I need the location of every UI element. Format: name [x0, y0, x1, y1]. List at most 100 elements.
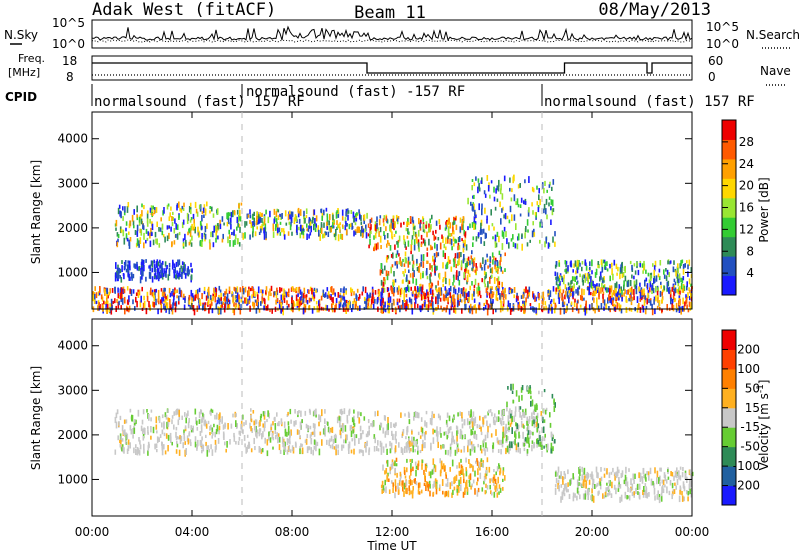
scatter-cell [400, 412, 402, 418]
scatter-cell [235, 299, 237, 303]
scatter-cell [420, 241, 423, 245]
scatter-cell [629, 298, 632, 302]
scatter-cell [547, 443, 549, 451]
scatter-cell [149, 272, 152, 280]
scatter-cell [234, 287, 236, 292]
scatter-cell [337, 234, 340, 242]
beam-title: Beam 11 [354, 3, 426, 23]
scatter-cell [391, 231, 393, 239]
scatter-cell [493, 482, 495, 486]
scatter-cell [436, 426, 438, 432]
x-tick-label: 04:00 [175, 525, 210, 539]
scatter-cell [501, 208, 503, 213]
scatter-cell [350, 430, 353, 438]
scatter-cell [653, 265, 656, 272]
scatter-cell [408, 444, 410, 451]
scatter-cell [189, 230, 192, 237]
scatter-cell [440, 287, 442, 295]
scatter-cell [679, 475, 682, 481]
scatter-cell [385, 443, 387, 448]
scatter-cell [602, 277, 604, 281]
scatter-cell [502, 486, 504, 491]
scatter-cell [172, 261, 174, 266]
scatter-cell [467, 261, 469, 266]
scatter-cell [209, 425, 211, 431]
scatter-cell [119, 415, 122, 421]
scatter-cell [472, 418, 475, 425]
scatter-cell [529, 430, 531, 435]
scatter-cell [366, 305, 368, 309]
noise-panel: N.Sky 10^5 10^0 10^5 10^0 N.Search [4, 16, 800, 51]
scatter-cell [616, 293, 619, 298]
y-tick-label: 2000 [57, 221, 88, 235]
scatter-cell [313, 439, 316, 445]
scatter-cell [169, 212, 171, 218]
scatter-cell [630, 478, 632, 486]
scatter-cell [245, 221, 248, 226]
scatter-cell [645, 491, 647, 498]
scatter-cell [644, 489, 646, 495]
scatter-cell [171, 291, 173, 297]
scatter-cell [517, 184, 520, 189]
scatter-cell [559, 288, 562, 294]
scatter-cell [558, 297, 560, 304]
scatter-cell [631, 274, 633, 279]
scatter-cell [151, 212, 154, 217]
scatter-cell [345, 228, 348, 235]
scatter-cell [140, 228, 143, 236]
scatter-cell [437, 441, 439, 448]
scatter-cell [185, 448, 187, 455]
scatter-cell [171, 415, 174, 419]
scatter-cell [481, 208, 483, 216]
scatter-cell [127, 260, 129, 264]
scatter-cell [460, 260, 463, 268]
scatter-cell [498, 439, 501, 446]
scatter-cell [149, 232, 151, 239]
scatter-cell [236, 286, 239, 293]
scatter-cell [306, 446, 309, 454]
scatter-cell [391, 462, 394, 469]
scatter-cell [368, 425, 370, 430]
scatter-cell [599, 481, 602, 486]
scatter-cell [143, 300, 146, 308]
scatter-cell [209, 210, 211, 214]
scatter-cell [624, 275, 627, 282]
scatter-cell [337, 444, 339, 449]
scatter-cell [351, 308, 353, 313]
scatter-cell [304, 294, 306, 299]
scatter-cell [660, 492, 663, 497]
scatter-cell [370, 224, 372, 230]
scatter-cell [299, 209, 302, 216]
scatter-cell [459, 471, 461, 476]
scatter-cell [669, 480, 672, 486]
scatter-cell [454, 217, 457, 221]
scatter-cell [362, 228, 365, 234]
scatter-cell [221, 238, 224, 243]
scatter-cell [644, 308, 647, 315]
scatter-cell [386, 448, 388, 455]
scatter-cell [279, 213, 281, 217]
scatter-cell [416, 267, 419, 272]
scatter-cell [410, 463, 412, 469]
scatter-cell [491, 286, 493, 290]
scatter-cell [583, 274, 586, 279]
scatter-cell [537, 205, 540, 209]
scatter-cell [441, 465, 444, 470]
scatter-cell [591, 474, 594, 481]
scatter-cell [559, 307, 562, 315]
scatter-cell [394, 492, 396, 499]
scatter-cell [611, 481, 613, 489]
scatter-cell [317, 225, 319, 232]
scatter-cell [384, 479, 386, 486]
scatter-cell [104, 288, 106, 294]
scatter-cell [235, 441, 237, 445]
scatter-cell [554, 439, 556, 444]
scatter-cell [468, 475, 470, 479]
scatter-cell [175, 431, 177, 438]
scatter-cell [478, 303, 481, 311]
scatter-cell [616, 471, 619, 477]
scatter-cell [509, 289, 511, 293]
